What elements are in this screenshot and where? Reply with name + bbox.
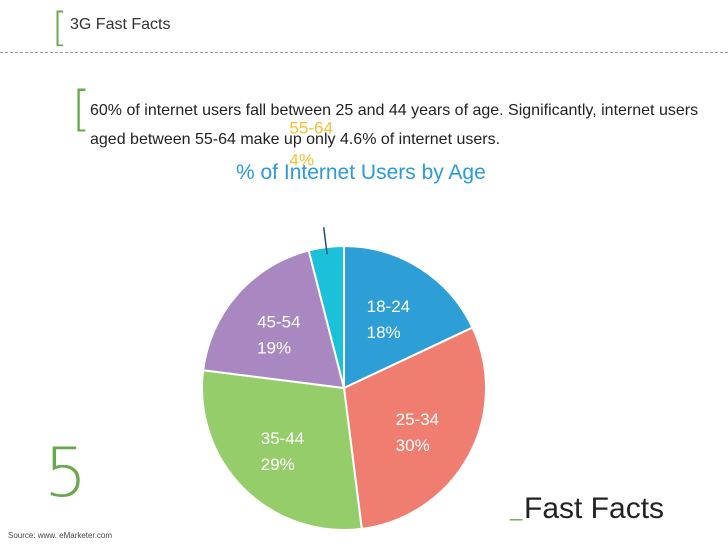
pie-label-45-54: 45-54 xyxy=(257,313,300,332)
pie-value-35-44: 29% xyxy=(261,455,295,474)
pie-leader-line-55-64 xyxy=(322,227,328,255)
pie-label-18-24: 18-24 xyxy=(367,297,410,316)
pie-label-25-34: 25-34 xyxy=(396,410,439,429)
pie-slice-25-34 xyxy=(342,326,487,530)
pie-value-55-64: 4% xyxy=(289,151,314,170)
pie-label-55-64: 55-64 xyxy=(289,119,332,138)
pie-slices xyxy=(201,244,487,531)
pie-label-35-44: 35-44 xyxy=(261,429,304,448)
header-bracket: [ xyxy=(52,5,68,51)
pie-labels: 18-24 18% 25-34 30% 35-44 29% 45-54 19% 55-64 4% xyxy=(257,119,439,475)
source-note: Source: www. eMarketer.com xyxy=(8,531,113,540)
pie-value-25-34: 30% xyxy=(396,436,430,455)
pie-value-18-24: 18% xyxy=(367,323,401,342)
pie-slice-35-44 xyxy=(201,369,363,531)
footer-underscore: _ xyxy=(510,496,523,521)
slide-number: 5 xyxy=(44,434,88,513)
intro-paragraph: 60% of internet users fall between 25 an… xyxy=(90,102,699,148)
page-title: 3G Fast Facts xyxy=(70,16,171,33)
pie-slice-45-54 xyxy=(202,249,346,390)
footer-title: Fast Facts xyxy=(524,492,665,525)
pie-slice-18-24 xyxy=(343,244,474,390)
pie-value-45-54: 19% xyxy=(257,339,291,358)
chart-title: % of Internet Users by Age xyxy=(236,161,486,184)
header-divider xyxy=(0,52,728,53)
intro-bracket: [ xyxy=(72,81,91,137)
